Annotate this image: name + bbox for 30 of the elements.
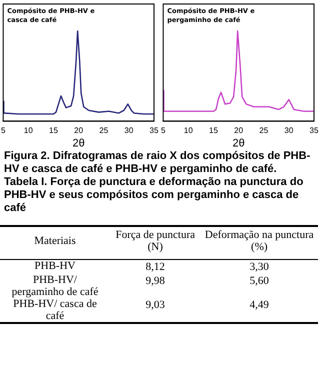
text: Tabela I. Força de punctura e deformação na punctura do PHB-HV e seus compósitos com pergaminho e casca de café — [3, 176, 304, 215]
text: Figura 2. Difratogramas de raio X dos compósitos de PHB-HV e casca de café e PHB-HV e pergaminho de café. — [3, 150, 312, 176]
x-tick-label: 35 — [150, 126, 159, 136]
x-tick-label: 15 — [49, 126, 58, 136]
data-label: 9,03 — [144, 298, 166, 313]
text: Força de punctura (N) — [114, 228, 196, 255]
x-tick-label: 25 — [259, 126, 269, 136]
data-label: 5,60 — [248, 274, 270, 289]
x-tick-label: 25 — [99, 126, 109, 136]
category-label: PHB-HV — [34, 260, 76, 274]
x-tick-label: 20 — [234, 126, 244, 136]
data-label: 4,49 — [248, 298, 270, 313]
category-label: PHB-HV/ pergaminho de café — [10, 274, 100, 298]
x-tick-label: 30 — [124, 126, 134, 136]
x-tick-label: 20 — [74, 126, 84, 136]
x-axis-title: 2θ — [232, 137, 245, 150]
x-tick-label: 15 — [209, 126, 218, 136]
x-tick-label: 35 — [310, 126, 319, 136]
x-tick-label: 30 — [284, 126, 294, 136]
x-axis-title: 2θ — [72, 137, 85, 150]
x-tick-label: 5 — [1, 126, 6, 136]
text: Materiais — [33, 234, 77, 249]
x-tick-label: 5 — [161, 126, 166, 136]
data-label: 8,12 — [144, 260, 166, 274]
text: Deformação na punctura (%) — [204, 228, 315, 255]
category-label: PHB-HV/ casca de café — [12, 298, 98, 323]
data-label: 3,30 — [248, 260, 270, 274]
data-label: 9,98 — [144, 274, 166, 289]
x-tick-label: 10 — [24, 126, 34, 136]
x-tick-label: 10 — [184, 126, 194, 136]
